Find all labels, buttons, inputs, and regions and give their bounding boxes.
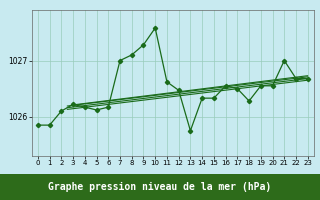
Text: Graphe pression niveau de la mer (hPa): Graphe pression niveau de la mer (hPa)	[48, 182, 272, 192]
